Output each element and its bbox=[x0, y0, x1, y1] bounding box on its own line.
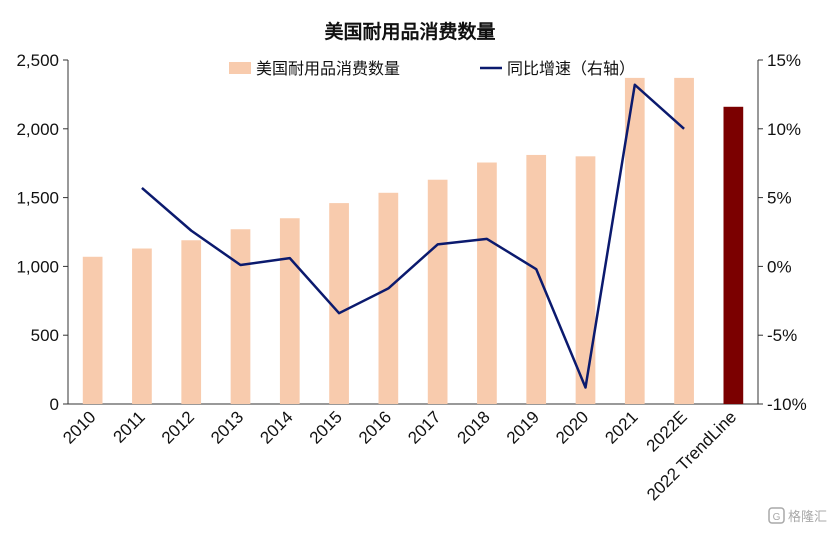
growth-line bbox=[141, 83, 685, 389]
y-right-tick-label: -10% bbox=[767, 395, 807, 414]
x-tick-label: 2017 bbox=[404, 407, 444, 447]
legend-label-bar: 美国耐用品消费数量 bbox=[256, 60, 400, 78]
bar bbox=[723, 106, 744, 404]
x-tick-label: 2015 bbox=[306, 407, 346, 447]
x-tick-label: 2018 bbox=[454, 407, 494, 447]
x-tick-label: 2016 bbox=[355, 407, 395, 447]
watermark-text: 格隆汇 bbox=[788, 509, 827, 524]
bar bbox=[279, 218, 300, 404]
line-series bbox=[141, 83, 685, 389]
x-tick-label: 2022 TrendLine bbox=[643, 407, 740, 504]
y-left-tick-label: 0 bbox=[50, 395, 59, 414]
bar bbox=[427, 179, 448, 404]
x-tick-label: 2022E bbox=[643, 407, 691, 455]
y-right-tick-label: 15% bbox=[767, 51, 801, 70]
y-right-tick-label: 0% bbox=[767, 257, 792, 276]
y-right-tick-label: 5% bbox=[767, 189, 792, 208]
watermark: G 格隆汇 bbox=[768, 507, 827, 524]
legend-swatch-bar bbox=[229, 62, 251, 74]
chart-title: 美国耐用品消费数量 bbox=[324, 20, 495, 43]
bar-series bbox=[82, 77, 744, 404]
x-tick-label: 2011 bbox=[109, 407, 148, 446]
bar bbox=[575, 156, 596, 404]
legend: 美国耐用品消费数量 同比增速（右轴） bbox=[229, 60, 635, 78]
y-left-tick-label: 2,500 bbox=[16, 51, 59, 70]
y-left-tick-label: 1,000 bbox=[16, 257, 59, 276]
x-tick-label: 2019 bbox=[503, 407, 543, 447]
x-tick-label: 2013 bbox=[207, 407, 247, 447]
y-left-tick-label: 500 bbox=[31, 326, 59, 345]
gelonghui-logo-glyph: G bbox=[773, 512, 781, 523]
gelonghui-logo-icon bbox=[768, 507, 785, 524]
bar bbox=[624, 77, 645, 404]
y-left-tick-label: 2,000 bbox=[16, 120, 59, 139]
x-tick-label: 2014 bbox=[256, 407, 296, 447]
bar bbox=[230, 229, 251, 404]
x-tick-label: 2020 bbox=[552, 407, 592, 447]
bar bbox=[378, 192, 399, 404]
y-left-tick-label: 1,500 bbox=[16, 189, 59, 208]
y-right-tick-label: 10% bbox=[767, 120, 801, 139]
bar bbox=[181, 240, 202, 404]
bar bbox=[329, 203, 349, 404]
bar bbox=[82, 256, 103, 404]
legend-label-line: 同比增速（右轴） bbox=[507, 60, 635, 78]
y-right-tick-label: -5% bbox=[767, 326, 797, 345]
bar bbox=[674, 77, 694, 404]
x-tick-label: 2021 bbox=[601, 407, 641, 447]
x-tick-label: 2012 bbox=[158, 407, 198, 447]
bar bbox=[132, 248, 152, 404]
bar bbox=[526, 154, 547, 404]
x-tick-label: 2010 bbox=[59, 407, 99, 447]
bar bbox=[477, 162, 497, 404]
